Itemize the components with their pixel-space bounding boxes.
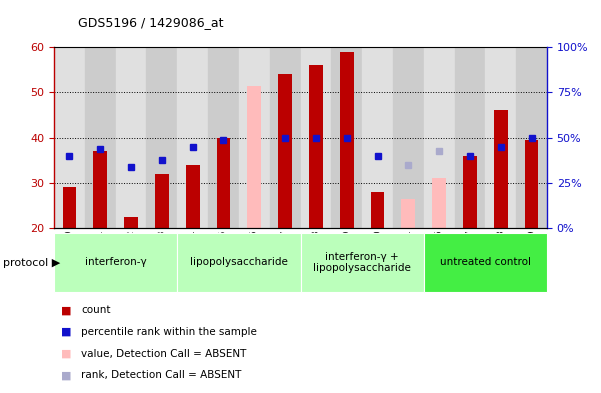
Text: percentile rank within the sample: percentile rank within the sample: [81, 327, 257, 337]
Text: lipopolysaccharide: lipopolysaccharide: [190, 257, 288, 267]
Text: interferon-γ +
lipopolysaccharide: interferon-γ + lipopolysaccharide: [313, 252, 411, 273]
Bar: [124, 217, 138, 228]
Bar: [486, 47, 516, 228]
Text: ■: ■: [61, 349, 72, 359]
Bar: [340, 51, 353, 228]
Bar: [186, 165, 200, 228]
Text: GDS5196 / 1429086_at: GDS5196 / 1429086_at: [78, 16, 224, 29]
Bar: [208, 47, 239, 228]
Bar: [401, 198, 415, 228]
Bar: [216, 138, 230, 228]
Bar: [85, 47, 115, 228]
Bar: [362, 47, 393, 228]
Bar: [331, 47, 362, 228]
Bar: [424, 47, 454, 228]
Bar: [432, 178, 446, 228]
Bar: [177, 233, 300, 292]
Text: count: count: [81, 305, 111, 316]
Bar: [177, 47, 208, 228]
Bar: [54, 233, 177, 292]
Bar: [239, 47, 270, 228]
Text: ■: ■: [61, 305, 72, 316]
Bar: [463, 156, 477, 228]
Bar: [309, 65, 323, 228]
Bar: [54, 47, 85, 228]
Text: ■: ■: [61, 327, 72, 337]
Bar: [278, 74, 292, 228]
Bar: [63, 187, 76, 228]
Bar: [454, 47, 486, 228]
Bar: [393, 47, 424, 228]
Bar: [155, 174, 169, 228]
Bar: [371, 192, 385, 228]
Text: value, Detection Call = ABSENT: value, Detection Call = ABSENT: [81, 349, 246, 359]
Bar: [494, 110, 508, 228]
Bar: [525, 140, 538, 228]
Text: rank, Detection Call = ABSENT: rank, Detection Call = ABSENT: [81, 370, 242, 380]
Bar: [93, 151, 107, 228]
Bar: [270, 47, 300, 228]
Text: interferon-γ: interferon-γ: [85, 257, 147, 267]
Text: untreated control: untreated control: [440, 257, 531, 267]
Bar: [300, 233, 424, 292]
Bar: [147, 47, 177, 228]
Bar: [516, 47, 547, 228]
Bar: [300, 47, 331, 228]
Bar: [248, 86, 261, 228]
Text: ■: ■: [61, 370, 72, 380]
Bar: [424, 233, 547, 292]
Text: protocol ▶: protocol ▶: [3, 258, 60, 268]
Bar: [115, 47, 147, 228]
